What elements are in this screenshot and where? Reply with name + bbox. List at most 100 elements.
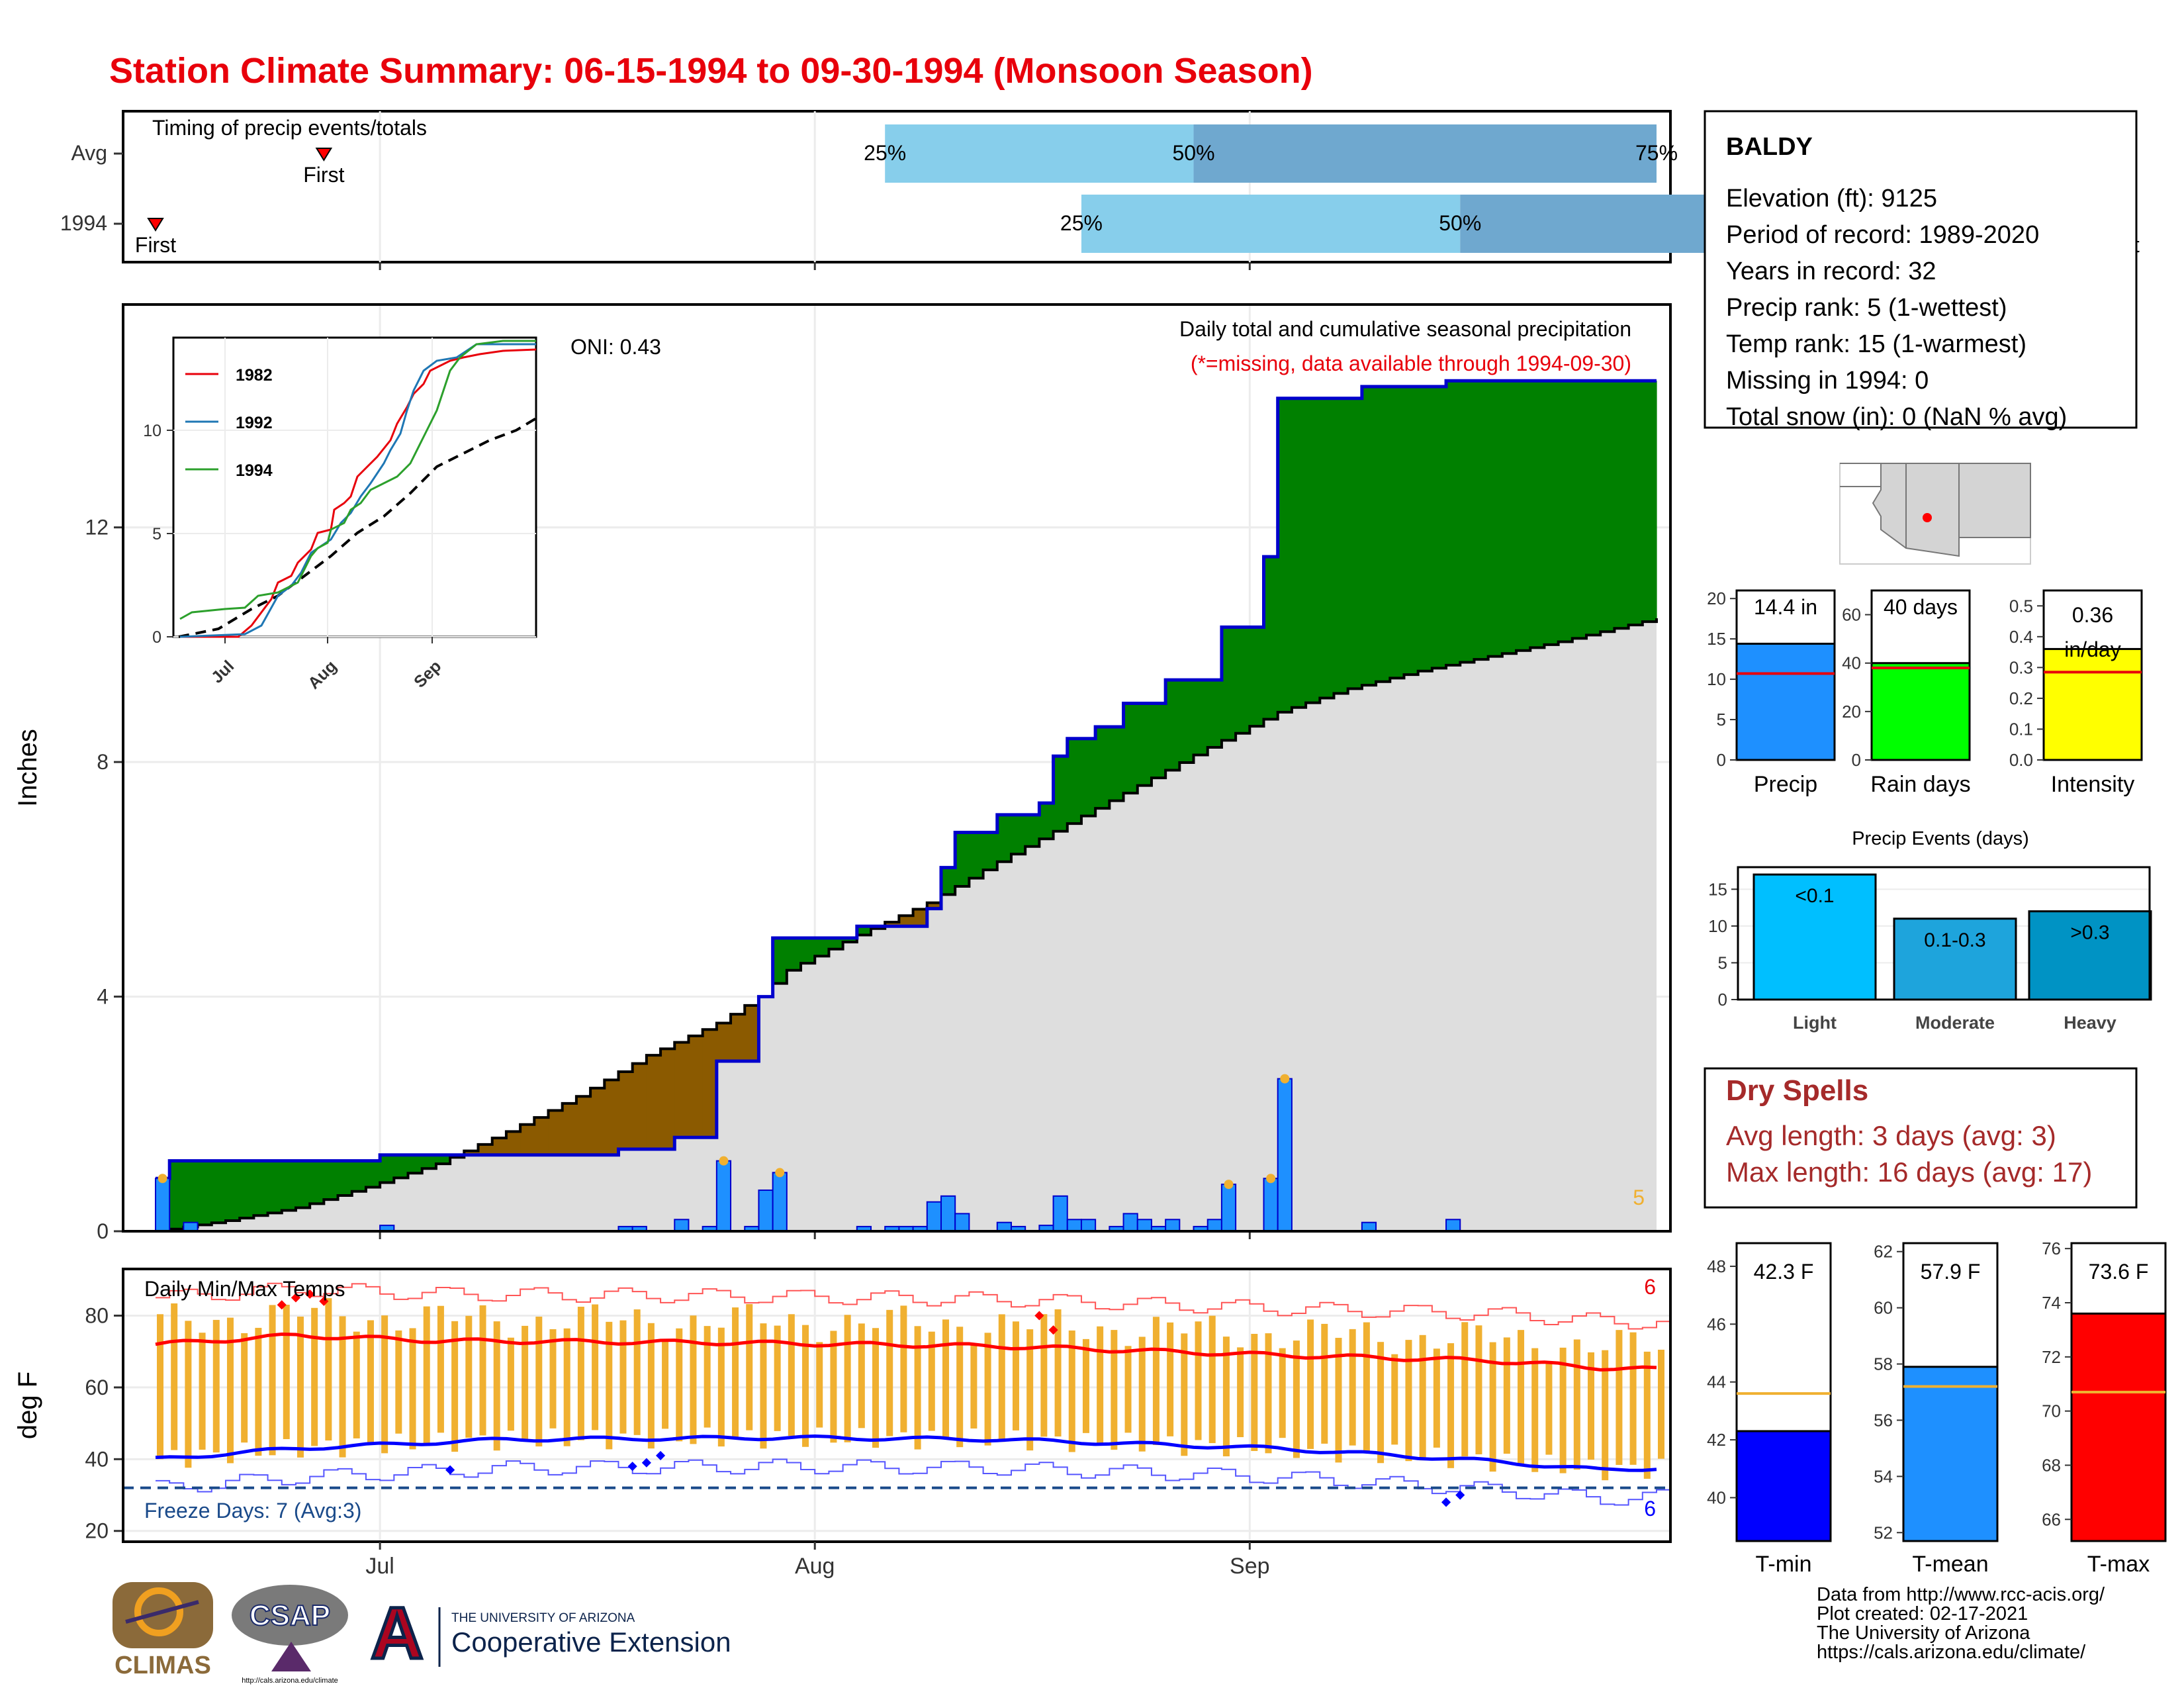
daily-temp-range-bar (788, 1314, 795, 1436)
daily-temp-range-bar (1124, 1346, 1132, 1433)
daily-temp-range-bar (732, 1307, 739, 1438)
daily-temp-range-bar (255, 1327, 262, 1456)
inset-legend-1982: 1982 (236, 366, 273, 385)
precip-difference-segment (1614, 381, 1629, 629)
precip-difference-segment (1390, 387, 1405, 679)
daily-precip-bar (1165, 1219, 1181, 1232)
station-info-box: BALDY Elevation (ft): 9125 Period of rec… (1704, 110, 2138, 431)
precip-difference-segment (829, 937, 844, 949)
temp-summary-tick: 74 (2042, 1293, 2061, 1313)
daily-temp-range-bar (942, 1319, 949, 1439)
daily-temp-range-bar (928, 1331, 935, 1431)
daily-temp-range-bar (311, 1307, 318, 1446)
summary-bar-label: Intensity (2051, 772, 2135, 797)
precip-difference-segment (1306, 398, 1320, 703)
temp-summary-tick: 40 (1707, 1487, 1726, 1507)
daily-temp-range-bar (325, 1298, 332, 1441)
precip-difference-segment (506, 1131, 521, 1155)
daily-temp-range-bar (563, 1328, 570, 1446)
daily-precip-bar (1263, 1178, 1279, 1233)
precip-difference-segment (1165, 680, 1180, 771)
temp-y-tick: 80 (85, 1303, 109, 1327)
footer-plot-created: Plot created: 02-17-2021 (1817, 1603, 2028, 1624)
dry-spells-avg: Avg length: 3 days (avg: 3) (1726, 1120, 2056, 1151)
daily-temp-range-bar (437, 1305, 444, 1433)
daily-temp-range-bar (1419, 1335, 1426, 1461)
daily-temp-range-bar (592, 1304, 599, 1430)
summary-bar-tick: 15 (1707, 629, 1726, 649)
precip-difference-segment (955, 832, 970, 886)
page-title: Station Climate Summary: 06-15-1994 to 0… (109, 51, 1313, 91)
summary-bar-tick: 20 (1707, 588, 1726, 608)
daily-temp-range-bar (1461, 1322, 1469, 1457)
daily-temp-range-bar (1475, 1325, 1482, 1454)
events-category-label: Heavy (2064, 1013, 2116, 1033)
precip-y-tick: 0 (97, 1219, 109, 1243)
precip-difference-segment (1277, 398, 1293, 712)
events-category-label: Moderate (1915, 1013, 1995, 1033)
temp-summary-tick: 58 (1874, 1354, 1893, 1374)
inset-y-tick: 0 (152, 628, 161, 647)
precip-difference-segment (1347, 398, 1363, 689)
daily-temp-range-bar (409, 1328, 416, 1450)
temp-summary-tick: 44 (1707, 1372, 1726, 1392)
precip-difference-segment (731, 1014, 745, 1062)
temp-summary-tick: 46 (1707, 1314, 1726, 1334)
summary-bar-tick: 0.5 (2009, 596, 2033, 616)
precip-difference-segment (1221, 627, 1236, 741)
timing-bar-50-75 (1193, 124, 1657, 183)
heavy-event-marker (775, 1168, 785, 1178)
daily-temp-range-bar (423, 1306, 430, 1446)
daily-temp-range-bar (858, 1323, 865, 1429)
temp-summary-label: T-min (1756, 1552, 1812, 1577)
precip-difference-segment (253, 1160, 269, 1216)
daily-temp-range-bar (1111, 1330, 1118, 1450)
precip-difference-segment (1179, 680, 1195, 763)
precip-difference-segment (1530, 381, 1545, 648)
events-category-label: Light (1793, 1013, 1837, 1033)
daily-temp-range-bar (1237, 1347, 1244, 1438)
footer-data-source: Data from http://www.rcc-acis.org/ (1817, 1584, 2105, 1605)
temp-summary-value: 42.3 F (1754, 1260, 1814, 1284)
precip-difference-segment (1628, 381, 1643, 626)
precip-difference-segment (1011, 814, 1026, 855)
daily-temp-range-bar (1293, 1340, 1300, 1458)
precip-difference-segment (1053, 756, 1068, 831)
daily-temp-range-bar (619, 1320, 627, 1434)
station-years: Years in record: 32 (1726, 258, 1936, 285)
precip-y-tick: 4 (97, 985, 109, 1009)
precip-difference-segment (267, 1160, 283, 1213)
footer-university: The University of Arizona (1817, 1622, 2030, 1644)
precip-difference-segment (1642, 381, 1657, 622)
summary-bar-label: Rain days (1870, 772, 1970, 797)
events-bar (2028, 910, 2152, 1001)
month-axis-label: Jul (365, 1554, 394, 1579)
climas-logo: CLIMAS (113, 1582, 213, 1679)
daily-temp-range-bar (1040, 1314, 1048, 1437)
daily-temp-range-bar (1489, 1342, 1496, 1472)
precip-difference-segment (351, 1160, 367, 1192)
daily-temp-range-bar (269, 1305, 276, 1456)
summary-bar-tick: 0.4 (2009, 627, 2033, 647)
daily-precip-bar (1122, 1213, 1138, 1233)
precip-difference-segment (969, 832, 984, 878)
daily-temp-range-bar (212, 1319, 220, 1453)
record-high-marker (319, 1296, 329, 1306)
daily-precip-bar (940, 1195, 956, 1233)
daily-precip-bar (715, 1160, 732, 1233)
inset-legend-1992: 1992 (236, 414, 273, 432)
precip-difference-segment (674, 1042, 690, 1138)
inset-line-1982 (180, 348, 537, 638)
daily-temp-range-bar (1391, 1354, 1398, 1445)
summary-bar (2042, 647, 2143, 761)
precip-difference-segment (1544, 381, 1559, 645)
summary-bar-label: Precip (1754, 772, 1817, 797)
tmin-average-line (155, 1434, 1657, 1472)
events-y-tick: 10 (1708, 916, 1727, 936)
events-bar-label: <0.1 (1795, 885, 1834, 907)
precip-difference-segment (1263, 557, 1279, 720)
timing-bar-25-50 (1081, 195, 1461, 253)
precip-difference-segment (548, 1110, 563, 1155)
precip-difference-segment (1095, 726, 1110, 809)
precip-difference-segment (1067, 738, 1082, 824)
